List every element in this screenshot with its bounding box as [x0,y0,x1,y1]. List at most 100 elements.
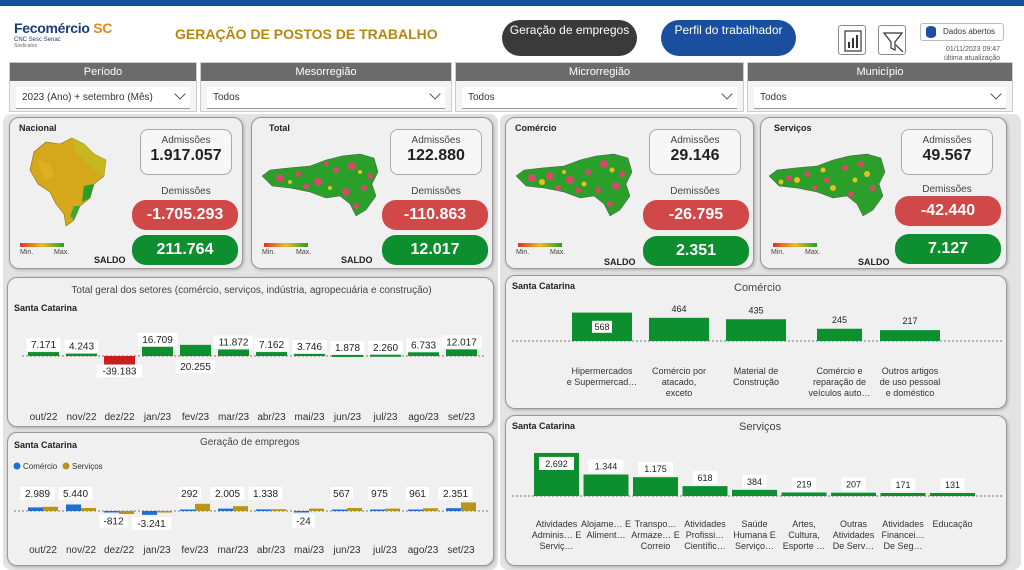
tab-geracao-empregos[interactable]: Geração de empregos [502,20,637,56]
data-label: 6.733 [411,340,436,351]
saldo-pill: 7.127 [895,234,1001,264]
color-scale [773,243,817,247]
bar-comercio-out/22 [28,507,43,511]
chart-title: Total geral dos setores (comércio, servi… [71,285,432,296]
chevron-down-icon [990,88,1002,100]
x-tick-label: Material de [734,366,779,376]
x-tick-label: reparação de [813,377,866,387]
data-label-bg [248,487,283,500]
x-tick-label: Atividades [684,519,726,529]
clear-filter-icon[interactable] [878,25,906,55]
data-label: 435 [748,305,763,315]
chart-title: Comércio [734,282,782,294]
chart-geracao-svg: Comércio Serviços 2.989 out/22 5.440 nov/22 -8… [13,462,488,556]
chart-servicos: Santa Catarina Serviços 2.692 Atividades A… [505,415,1007,566]
x-tick-label: de uso pessoal [880,377,941,387]
kpi-card-servicos: Serviços Min. Max. SALDO Admissões 49.567… [760,117,1007,269]
bar-4 [732,489,777,496]
bar-fev/23 [180,344,211,356]
bar-servicos-dez/22 [119,511,134,514]
dados-abertos-button[interactable]: Dados abertos [920,23,1004,41]
data-label-bg [64,339,99,353]
bar-nov/22 [66,353,97,356]
demissoes-pill: -110.863 [382,200,488,230]
bar-servicos-set/23 [461,502,476,511]
chart-comercio: Santa Catarina Comércio 568 Hipermercados… [505,275,1007,409]
data-label: 568 [594,322,609,332]
data-label: 4.243 [69,342,94,353]
x-tick-label: ago/23 [408,545,439,556]
bar-comercio-jan/23 [142,511,157,515]
x-tick-label: mar/23 [217,545,249,556]
data-label: -812 [103,517,123,528]
x-tick-label: jul/23 [372,545,397,556]
tab-perfil-trabalhador[interactable]: Perfil do trabalhador [661,20,796,56]
chevron-down-icon [429,88,441,100]
chevron-down-icon [174,88,186,100]
chart-region: Santa Catarina [14,303,78,313]
data-label: 2.005 [215,489,240,500]
municipio-select[interactable]: Todos [754,87,1006,109]
x-tick-label: Saúde [741,519,767,529]
microrregiao-select[interactable]: Todos [462,87,737,109]
data-label: 2.692 [545,459,568,469]
data-label: 3.746 [297,342,322,353]
x-tick-label: dez/22 [104,412,134,423]
data-label: 618 [697,473,712,483]
x-tick-label: Outras [840,519,868,529]
kpi-card-total: Total Min. Max. SALDO Admissões 122.880 D… [251,117,493,269]
admissoes-box: Admissões 29.146 [649,129,741,175]
x-tick-label: fev/23 [182,412,210,423]
bar-comercio-nov/22 [66,504,81,511]
filter-mesorregiao: Mesorregião Todos [200,62,452,112]
data-label: 1.338 [253,489,278,500]
report-chart-icon[interactable] [838,25,866,55]
data-label-bg [26,338,61,352]
data-label-bg [368,487,391,500]
bar-jan/23 [142,346,173,356]
x-tick-label: Armaze… E [631,530,680,540]
bar-servicos-mai/23 [309,508,324,511]
bar-comercio-jul/23 [370,509,385,511]
x-tick-label: jul/23 [373,412,398,423]
bar-abr/23 [256,352,287,356]
data-label-bg [692,471,718,485]
data-label-bg [131,516,172,530]
bar-jul/23 [370,354,401,357]
color-scale [20,243,64,247]
data-label-bg [99,514,128,528]
x-tick-label: Hipermercados [571,366,633,376]
filter-municipio: Município Todos [747,62,1013,112]
x-tick-label: Correio [641,541,671,551]
data-label-bg [20,487,55,500]
kpi-card-comercio: Comércio Min. Max. SALDO Admissões 29.146… [505,117,754,269]
data-label: 2.351 [443,489,468,500]
bar-servicos-ago/23 [423,508,438,511]
data-label-bg [742,474,767,488]
santa-catarina-map-servicos [768,153,886,217]
admissoes-box: Admissões 122.880 [390,129,482,175]
bar-1 [649,317,709,341]
x-tick-label: Serviç… [539,541,573,551]
legend-label-comercio: Comércio [23,462,58,471]
data-label-bg [292,339,327,353]
data-label: 5.440 [63,489,88,500]
legend-label-servicos: Serviços [72,462,103,471]
color-scale [264,243,308,247]
chart-region: Santa Catarina [512,281,576,291]
demissoes-pill: -42.440 [895,196,1001,226]
periodo-select[interactable]: 2023 (Ano) + setembro (Mês) [16,87,190,109]
x-tick-label: jan/23 [142,545,171,556]
page-title: GERAÇÃO DE POSTOS DE TRABALHO [175,26,438,42]
data-label-bg [292,514,315,528]
mesorregiao-select[interactable]: Todos [207,87,445,109]
bar-1 [583,474,629,496]
data-label-bg [137,332,178,346]
data-label-bg [330,487,353,500]
data-label-bg [438,487,473,500]
x-tick-label: Alojame… E [581,519,631,529]
bar-2 [633,477,678,496]
bar-7 [880,493,926,496]
bar-comercio-mar/23 [218,508,233,511]
data-label-bg [940,478,965,491]
